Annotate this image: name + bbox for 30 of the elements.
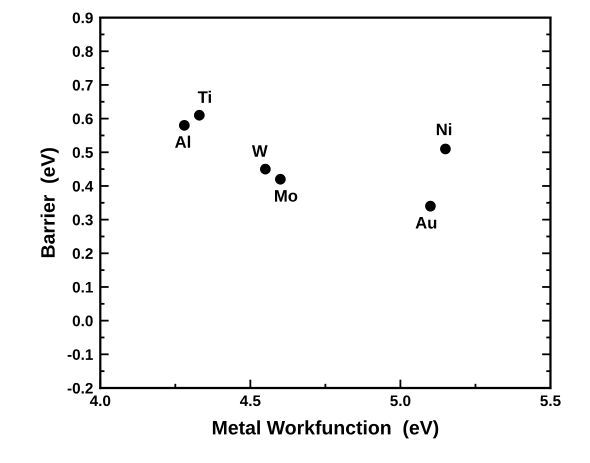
y-tick-label: 0.8 (72, 46, 93, 57)
x-tick-label: 5.5 (540, 396, 561, 406)
y-tick-label: 0.9 (72, 12, 93, 24)
y-tick-label: 0.1 (72, 282, 93, 293)
annotation: W (252, 145, 268, 157)
x-tick-label: 4.0 (90, 395, 110, 406)
annotation: Mo (275, 190, 298, 202)
point (260, 164, 271, 174)
annotation: Au (416, 217, 436, 229)
y-tick-label: 0.4 (72, 180, 94, 192)
y-axis-title: Barrier (eV) (40, 148, 59, 258)
annotation: Ni (436, 123, 452, 136)
y-tick-label: -0.1 (68, 349, 93, 360)
point (275, 174, 286, 185)
point (178, 120, 190, 131)
y-tick-label: -0.2 (68, 382, 93, 394)
annotation: Al (175, 136, 190, 148)
y-tick-label: 0.2 (72, 248, 93, 259)
y-tick-label: 0.7 (72, 80, 93, 91)
x-tick-label: 5.0 (390, 395, 410, 406)
y-tick-label: 0.6 (72, 113, 93, 124)
y-tick-label: 0.5 (72, 147, 93, 158)
y-tick-label: 0.0 (72, 316, 93, 326)
annotation: Ti (198, 90, 211, 103)
x-axis-title: Metal Workfunction (eV) (212, 420, 438, 438)
point (425, 200, 436, 212)
point (194, 110, 205, 121)
x-tick-label: 4.5 (240, 396, 261, 406)
y-tick-label: 0.3 (72, 214, 93, 226)
point (440, 144, 451, 154)
